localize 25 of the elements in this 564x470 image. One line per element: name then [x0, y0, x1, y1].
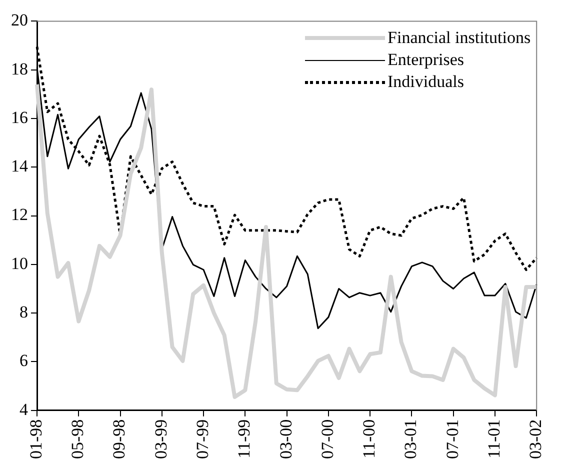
y-tick-label: 12 [11, 205, 28, 224]
x-tick-label: 03-00 [276, 419, 296, 460]
y-tick-label: 20 [11, 10, 28, 30]
x-tick-label: 09-98 [110, 419, 129, 460]
x-tick-label: 03-01 [401, 419, 420, 460]
x-tick-label: 03-02 [526, 419, 546, 460]
y-tick-label: 8 [20, 302, 28, 322]
y-tick-label: 6 [20, 351, 28, 370]
x-tick-label: 03-99 [151, 419, 170, 460]
x-tick-label: 11-99 [234, 419, 254, 458]
x-tick-label: 05-98 [68, 419, 88, 460]
legend-label: Individuals [388, 71, 464, 94]
y-tick-label: 16 [11, 108, 28, 127]
y-tick-label: 18 [11, 59, 28, 78]
x-tick-label: 07-00 [318, 419, 337, 460]
x-tick-label: 07-01 [442, 419, 462, 460]
x-tick-label: 11-00 [360, 419, 379, 458]
y-tick-label: 10 [11, 254, 28, 273]
x-tick-label: 01-98 [26, 419, 46, 460]
legend-label: Enterprises [388, 49, 464, 72]
x-tick-label: 11-01 [484, 419, 504, 458]
y-tick-label: 14 [11, 156, 28, 176]
y-tick-label: 4 [20, 400, 28, 419]
legend-label: Financial institutions [388, 27, 531, 50]
x-tick-label: 07-99 [193, 419, 212, 460]
